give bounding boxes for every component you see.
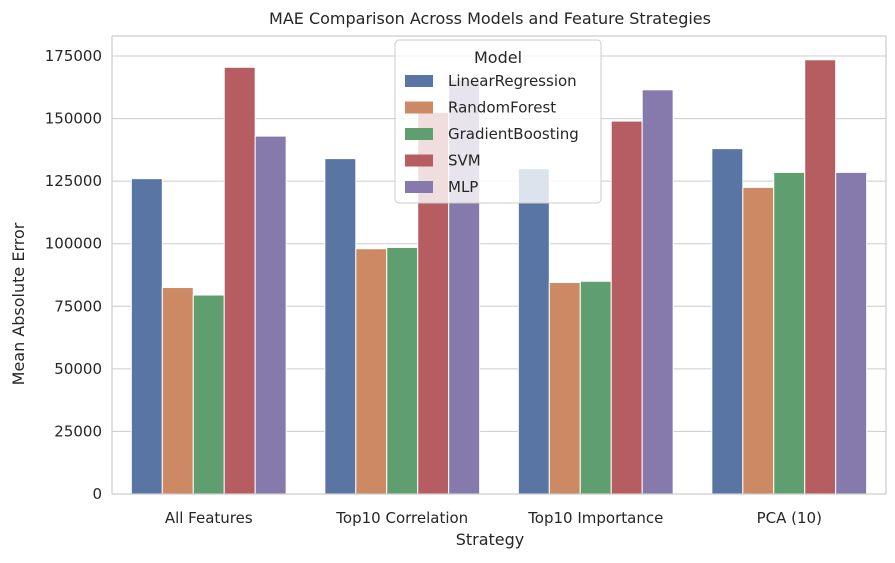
bar: [161, 287, 194, 495]
y-tick-label: 150000: [45, 110, 102, 128]
y-axis-label: Mean Absolute Error: [9, 222, 28, 385]
legend-label: SVM: [448, 152, 481, 170]
y-tick-label: 175000: [45, 47, 102, 65]
y-tick-label: 25000: [54, 422, 102, 440]
bar: [548, 282, 581, 495]
legend-box: [394, 39, 602, 204]
bar: [223, 66, 256, 495]
bar: [386, 246, 419, 495]
bar: [711, 148, 744, 495]
bar: [192, 294, 225, 495]
legend-label: MLP: [448, 178, 478, 196]
x-tick-label: PCA (10): [757, 509, 822, 527]
y-tick-label: 75000: [54, 297, 102, 315]
bar: [773, 171, 806, 495]
legend-title: Model: [474, 48, 522, 67]
bar: [610, 120, 643, 495]
bar: [130, 178, 163, 495]
x-tick-label: All Features: [165, 509, 253, 527]
y-tick-label: 125000: [45, 172, 102, 190]
y-tick-label: 0: [92, 485, 102, 503]
bar: [579, 280, 612, 495]
bar: [517, 168, 550, 495]
legend-swatch: [405, 154, 433, 167]
y-tick-label: 50000: [54, 360, 102, 378]
chart-title: MAE Comparison Across Models and Feature…: [269, 9, 711, 28]
bar: [742, 186, 775, 495]
legend-swatch: [405, 181, 433, 193]
bar: [804, 59, 837, 495]
bar: [641, 89, 674, 495]
legend-label: LinearRegression: [448, 72, 577, 90]
legend-swatch: [405, 128, 433, 140]
legend: Model LinearRegression RandomForest Gradien…: [394, 39, 602, 204]
bar: [835, 171, 868, 495]
legend-swatch: [405, 75, 433, 87]
legend-label: GradientBoosting: [448, 125, 579, 143]
bar: [324, 158, 357, 495]
y-tick-label: 100000: [45, 235, 102, 253]
bar: [254, 135, 287, 495]
bar: [355, 248, 388, 495]
x-tick-label: Top10 Correlation: [335, 509, 468, 527]
x-tick-label: Top10 Importance: [527, 509, 663, 527]
legend-swatch: [405, 101, 433, 114]
legend-label: RandomForest: [448, 99, 556, 117]
x-axis-label: Strategy: [456, 530, 525, 549]
